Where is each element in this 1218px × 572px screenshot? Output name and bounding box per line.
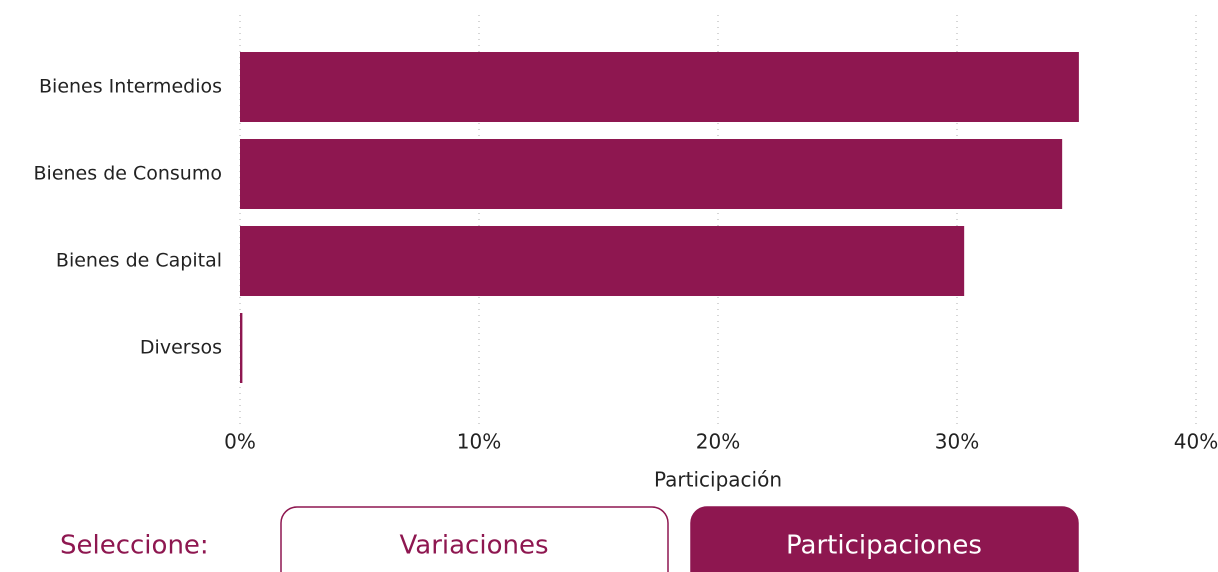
y-tick-label: Bienes de Capital [56, 250, 222, 272]
x-tick-label: 30% [935, 430, 979, 454]
x-tick-label: 0% [224, 430, 256, 454]
option-button[interactable] [690, 506, 1079, 572]
option-button[interactable] [280, 506, 669, 572]
bar [240, 313, 243, 383]
x-tick-label: 40% [1174, 430, 1218, 454]
y-tick-label: Bienes de Consumo [34, 163, 222, 185]
option-label[interactable]: Variaciones [400, 531, 549, 561]
x-axis-label: Participación [654, 468, 782, 492]
bar [240, 52, 1079, 122]
y-tick-label: Bienes Intermedios [39, 76, 222, 98]
bar [240, 226, 965, 296]
x-tick-label: 20% [696, 430, 740, 454]
y-tick-label: Diversos [140, 337, 222, 359]
option-label[interactable]: Participaciones [786, 531, 982, 561]
x-tick-label: 10% [457, 430, 501, 454]
bar [240, 139, 1063, 209]
prompt: Seleccione: [60, 531, 209, 561]
